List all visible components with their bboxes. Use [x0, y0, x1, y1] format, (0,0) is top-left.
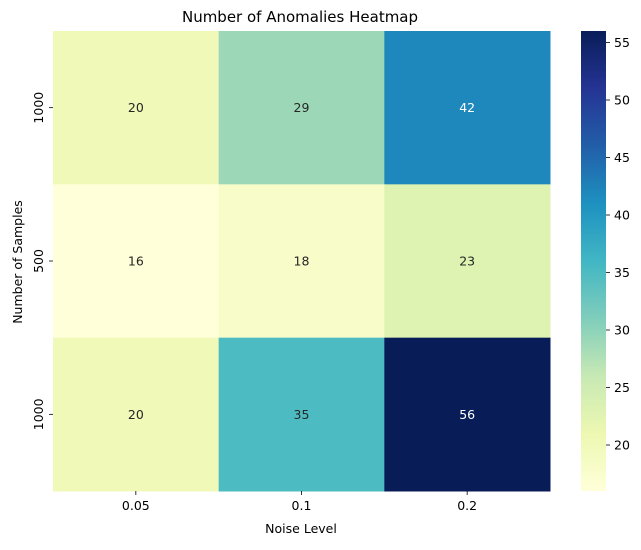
cell-value-label: 18 [294, 254, 310, 269]
heatmap-cells: 20 29 42 16 18 23 20 35 56 [53, 31, 551, 492]
colorbar-ticks: 20 25 30 35 40 45 50 55 [606, 35, 630, 453]
y-axis-label: Number of Samples [10, 200, 25, 324]
heatmap-cell [384, 31, 551, 185]
cell-value-label: 56 [459, 407, 475, 422]
x-axis-label: Noise Level [265, 521, 337, 536]
colorbar-tick-label: 35 [614, 265, 630, 280]
cell-value-label: 29 [294, 100, 310, 115]
x-axis-ticks: 0.05 0.1 0.2 [122, 491, 477, 513]
colorbar-tick-label: 30 [614, 323, 630, 338]
x-tick-label: 0.05 [122, 498, 150, 513]
cell-value-label: 35 [294, 407, 310, 422]
colorbar-tick-label: 20 [614, 438, 630, 453]
chart-title: Number of Anomalies Heatmap [182, 8, 418, 26]
cell-value-label: 23 [459, 254, 475, 269]
x-tick-label: 0.2 [457, 498, 477, 513]
y-axis-ticks: 1000 500 1000 [31, 92, 53, 430]
heatmap-cell [53, 337, 220, 492]
colorbar-tick-label: 40 [614, 208, 630, 223]
y-tick-label: 1000 [31, 398, 46, 430]
colorbar-tick-label: 55 [614, 35, 630, 50]
heatmap-cell [218, 31, 385, 185]
cell-value-label: 16 [128, 254, 144, 269]
x-tick-label: 0.1 [292, 498, 312, 513]
colorbar-tick-label: 45 [614, 150, 630, 165]
y-tick-label: 1000 [31, 92, 46, 124]
cell-value-label: 42 [459, 100, 475, 115]
heatmap-cell [384, 337, 551, 492]
heatmap-cell [53, 184, 220, 339]
heatmap-cell [218, 184, 385, 339]
cell-value-label: 20 [128, 407, 144, 422]
heatmap-cell [218, 337, 385, 492]
colorbar-tick-label: 25 [614, 380, 630, 395]
y-tick-label: 500 [31, 249, 46, 273]
colorbar [581, 31, 606, 491]
cell-value-label: 20 [128, 100, 144, 115]
colorbar-tick-label: 50 [614, 93, 630, 108]
heatmap-cell [53, 31, 220, 185]
heatmap-cell [384, 184, 551, 339]
